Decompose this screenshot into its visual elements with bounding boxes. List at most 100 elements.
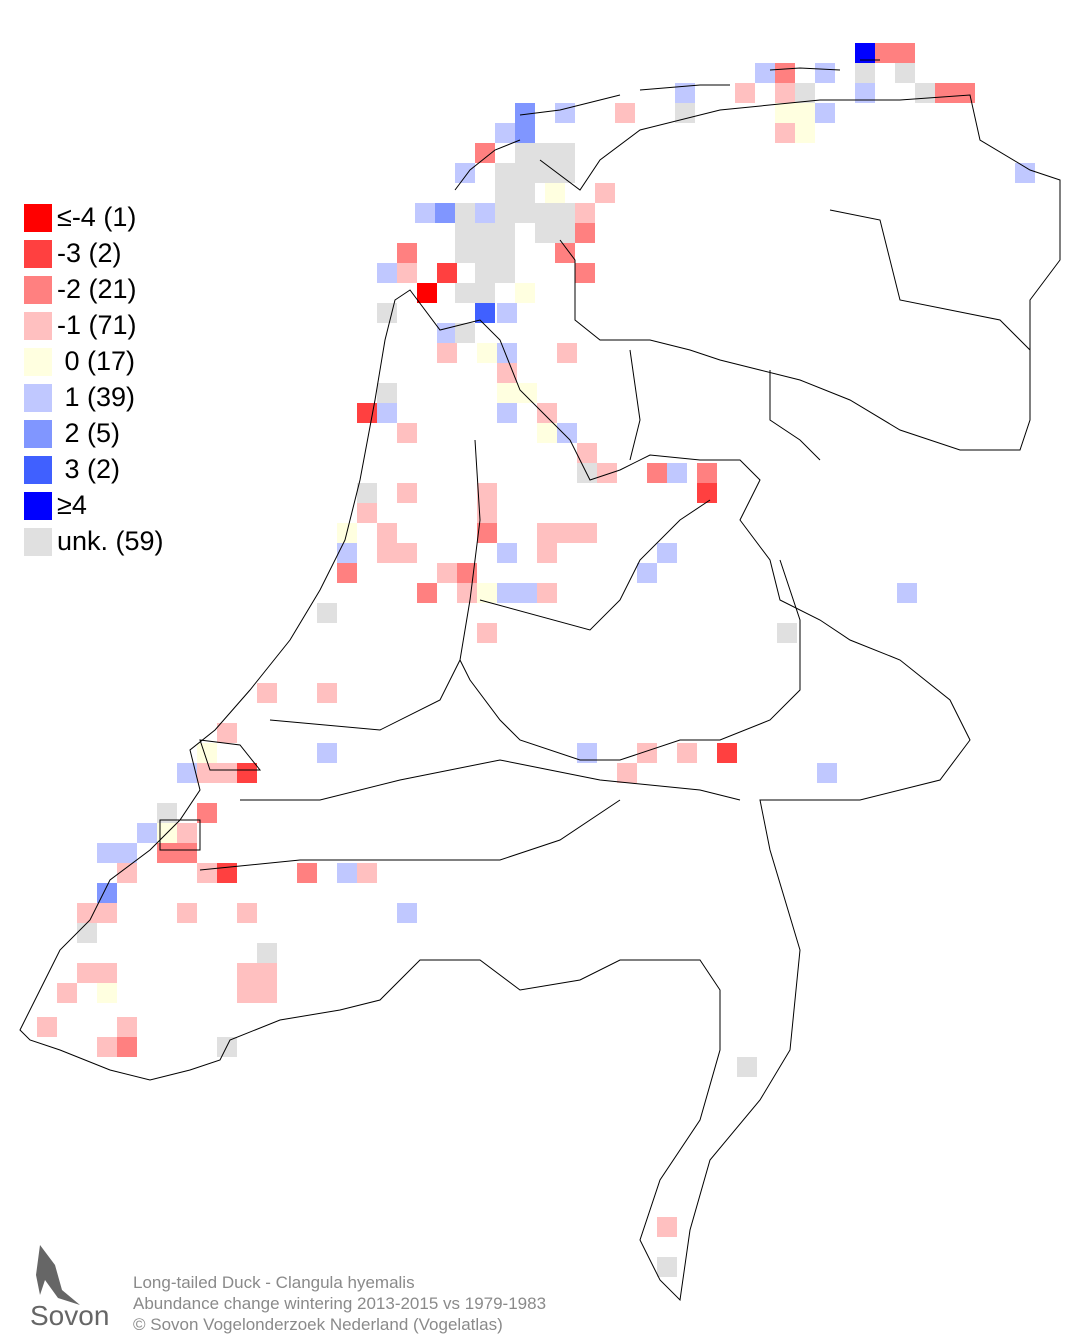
grid-cell <box>435 203 455 223</box>
grid-cell <box>495 123 515 143</box>
legend-swatch <box>24 456 52 484</box>
grid-cell <box>377 383 397 403</box>
grid-cell <box>537 523 557 543</box>
grid-cell <box>775 123 795 143</box>
grid-cell <box>477 503 497 523</box>
grid-cell <box>737 1057 757 1077</box>
grid-cell <box>515 203 535 223</box>
grid-cell <box>855 63 875 83</box>
caption-line: © Sovon Vogelonderzoek Nederland (Vogela… <box>133 1315 503 1334</box>
grid-cell <box>477 343 497 363</box>
legend-swatch <box>24 276 52 304</box>
grid-cell <box>497 543 517 563</box>
legend-label: ≥4 <box>57 490 87 520</box>
grid-cell <box>577 743 597 763</box>
legend-swatch <box>24 420 52 448</box>
grid-cell <box>795 83 815 103</box>
grid-cell <box>497 383 517 403</box>
grid-cell <box>415 203 435 223</box>
grid-cell <box>397 263 417 283</box>
grid-cell <box>557 523 577 543</box>
logo-bird <box>36 1245 80 1305</box>
map-outline <box>19 59 1061 1302</box>
grid-cell <box>497 343 517 363</box>
grid-cell <box>497 363 517 383</box>
grid-cell <box>377 403 397 423</box>
grid-cell <box>377 523 397 543</box>
logo: Sovon <box>30 1245 109 1331</box>
grid-cell <box>815 103 835 123</box>
grid-cell <box>697 463 717 483</box>
grid-cell <box>657 543 677 563</box>
grid-cell <box>197 863 217 883</box>
grid-cell <box>817 763 837 783</box>
legend-label: 1 (39) <box>57 382 135 412</box>
grid-cell <box>357 863 377 883</box>
grid-cell <box>377 263 397 283</box>
grid-cell <box>197 763 217 783</box>
grid-cell <box>455 223 475 243</box>
country-border <box>19 289 971 1302</box>
grid-cell <box>595 183 615 203</box>
grid-cell <box>495 203 515 223</box>
grid-cell <box>535 143 555 163</box>
grid-cell <box>855 83 875 103</box>
grid-cell <box>177 823 197 843</box>
grid-cell <box>597 463 617 483</box>
grid-cell <box>575 203 595 223</box>
grid-cell <box>637 743 657 763</box>
grid-cell <box>495 263 515 283</box>
caption-line: Abundance change wintering 2013-2015 vs … <box>133 1294 546 1313</box>
grid-cell <box>497 403 517 423</box>
grid-cell <box>357 483 377 503</box>
grid-cell <box>537 543 557 563</box>
grid-cell <box>237 903 257 923</box>
grid-cell <box>495 183 515 203</box>
grid-cell <box>515 183 535 203</box>
legend-swatch <box>24 312 52 340</box>
north-coast <box>539 94 1061 451</box>
grid-cell <box>237 963 257 983</box>
grid-cell <box>515 283 535 303</box>
legend-swatch <box>24 384 52 412</box>
grid-cell <box>357 503 377 523</box>
grid-cell <box>555 103 575 123</box>
grid-cell <box>895 63 915 83</box>
grid-cell <box>237 983 257 1003</box>
grid-cell <box>675 83 695 103</box>
grid-cell <box>537 583 557 603</box>
grid-cell <box>97 883 117 903</box>
grid-cell <box>575 263 595 283</box>
grid-cell <box>637 563 657 583</box>
grid-cell <box>545 183 565 203</box>
grid-cell <box>97 843 117 863</box>
grid-cell <box>795 103 815 123</box>
grid-cell <box>117 863 137 883</box>
grid-cell <box>397 903 417 923</box>
grid-cell <box>477 583 497 603</box>
grid-cell <box>317 743 337 763</box>
legend-swatch <box>24 492 52 520</box>
grid-cell <box>217 863 237 883</box>
legend: ≤-4 (1) -3 (2) -2 (21) -1 (71) 0 (17) 1 (39… <box>24 202 164 556</box>
grid-cell <box>77 963 97 983</box>
grid-cell <box>37 1017 57 1037</box>
grid-cell <box>647 463 667 483</box>
grid-cell <box>455 243 475 263</box>
legend-label: -3 (2) <box>57 238 122 268</box>
grid-cell <box>97 983 117 1003</box>
grid-cell <box>537 423 557 443</box>
grid-cell <box>935 83 955 103</box>
grid-cell <box>555 223 575 243</box>
grid-cell <box>697 483 717 503</box>
grid-cell <box>457 583 477 603</box>
grid-cell <box>535 203 555 223</box>
grid-cell <box>795 123 815 143</box>
grid-cell <box>677 743 697 763</box>
grid-cell <box>317 603 337 623</box>
grid-cell <box>377 543 397 563</box>
grid-cell <box>117 1017 137 1037</box>
legend-label: ≤-4 (1) <box>57 202 136 232</box>
grid-cell <box>815 63 835 83</box>
grid-cell <box>475 283 495 303</box>
